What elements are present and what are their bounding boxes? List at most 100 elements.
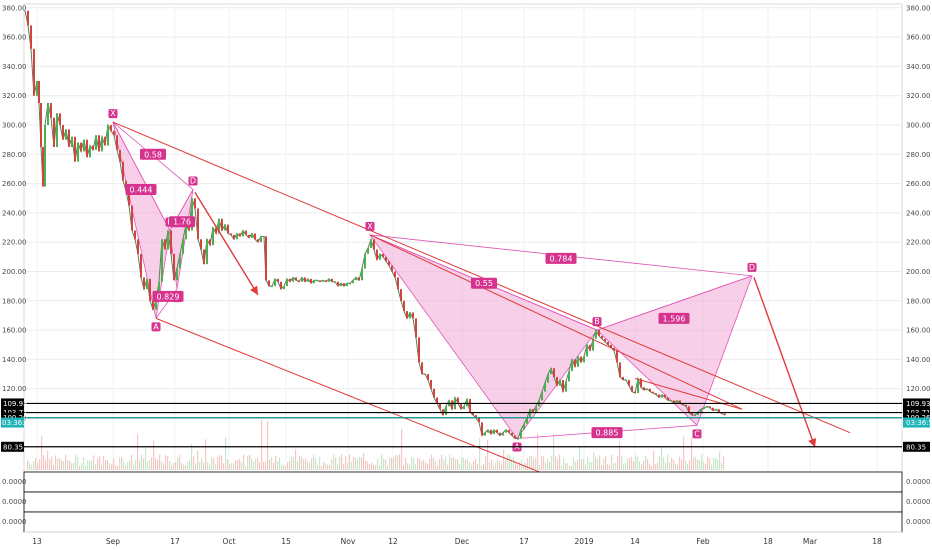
countdown-tag [903,417,930,428]
volume-bar [337,464,339,470]
volume-bar [297,461,299,470]
volume-bar [527,458,529,470]
volume-bar [231,463,233,470]
candle [628,379,630,386]
volume-bar [423,459,425,470]
candle [185,224,187,240]
y-tick-left: 240.00 [2,209,27,217]
y-tick-left: 360.00 [2,34,27,42]
volume-bar [547,458,549,470]
volume-bar [209,464,211,470]
candle [215,227,217,234]
projection-arrow [753,277,817,448]
level-tag [903,407,930,418]
volume-bar [377,458,379,470]
volume-bar [539,465,541,470]
volume-bar [345,456,347,470]
volume-bar [493,465,495,470]
volume-bar [33,461,35,470]
candle [484,432,486,436]
candle [376,249,378,260]
candle [313,280,315,284]
candle [496,429,498,433]
candle [514,435,516,439]
candle [197,208,199,240]
volume-bar [439,459,441,470]
candle [38,81,40,104]
candle [113,130,115,136]
volume-bar [183,464,185,470]
candle [580,356,582,363]
candle [625,379,627,381]
volume-bar [111,464,113,470]
volume-bar [687,463,689,470]
volume-bar [121,457,123,470]
ratio-text: 1.76 [173,218,191,227]
volume-bar [631,456,633,470]
candle [68,129,70,147]
volume-bar [319,457,321,470]
candle [36,81,38,96]
level-tag-text: 109.93 [3,400,28,408]
countdown-tag [1,417,24,428]
volume-bar [141,455,143,470]
y-tick-right: 240.00 [906,209,931,217]
candle [242,230,244,237]
candle [478,418,480,423]
volume-bar [175,462,177,470]
volume-bar [613,463,615,470]
indicator-tick: 0.0000 [2,518,27,526]
candle [412,312,414,319]
volume-bar [215,464,217,470]
candle [194,198,196,209]
candle [170,230,172,254]
harmonic-pattern-line [596,275,753,331]
candle [251,233,253,238]
volume-bar [271,457,273,470]
candle [203,249,205,265]
candle [463,406,465,410]
y-tick-left: 160.00 [2,327,27,335]
volume-bar [489,462,491,470]
volume-bar [443,459,445,470]
volume-bar [719,451,721,470]
candle [664,394,666,398]
candle [352,280,354,284]
candle [83,139,85,152]
candle [655,393,657,395]
volume-bar [673,459,675,470]
candle [74,136,76,162]
ratio-text: 0.885 [596,429,619,438]
level-tag [903,441,930,452]
candle [71,136,73,147]
pattern-point-text: X [367,222,373,231]
volume-bar [611,454,613,470]
volume-bar [715,458,717,470]
volume-bar [425,462,427,470]
volume-bar [651,465,653,470]
candle [592,338,594,351]
candle [637,378,639,394]
indicator-tick: 0.0000 [906,478,931,486]
volume-bar [707,456,709,470]
candle [607,341,609,345]
volume-bar [605,456,607,470]
volume-bar [57,458,59,470]
indicator-pane [23,511,903,533]
candle [310,278,312,284]
volume-bar [467,459,469,470]
volume-bar [717,459,719,470]
x-tick-label: Dec [455,537,470,546]
volume-bar [35,458,37,470]
candle [715,409,717,411]
volume-bar [71,463,73,470]
volume-bar [239,458,241,470]
level-tag [903,398,930,409]
volume-bar [703,461,705,470]
x-tick-label: Feb [696,537,710,546]
volume-bar [269,459,271,470]
pattern-point-text: A [153,322,159,331]
pattern-point-label [592,317,602,327]
volume-bar [135,460,137,470]
